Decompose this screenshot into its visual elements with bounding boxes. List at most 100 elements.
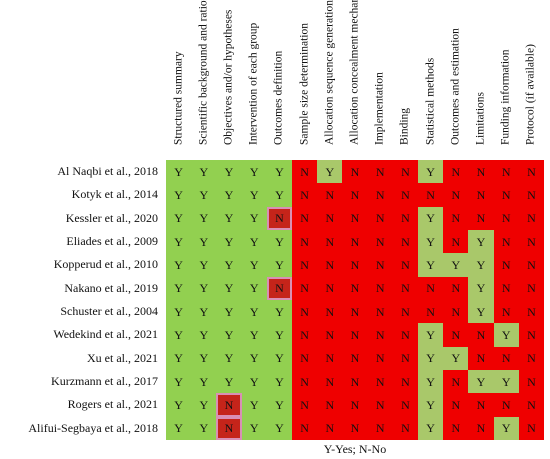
row-label: Kotyk et al., 2014 — [71, 187, 158, 202]
grid-cell: N — [418, 276, 444, 300]
grid-cell: N — [443, 230, 469, 254]
grid-cell: Y — [216, 160, 242, 184]
grid-cell: Y — [266, 370, 292, 394]
grid-cell: Y — [216, 323, 242, 347]
grid-cell: N — [342, 416, 368, 440]
row-label: Xu et al., 2021 — [87, 350, 158, 365]
column-header-label: Scientific background and rationale — [197, 0, 210, 145]
grid-cell: Y — [166, 346, 192, 370]
grid-cell: Y — [191, 206, 217, 230]
grid-cell: Y — [266, 183, 292, 207]
column-header-label: Allocation sequence generation — [323, 0, 336, 145]
grid-cell: N — [443, 300, 469, 324]
grid-cell: N — [292, 346, 318, 370]
grid-cell: N — [443, 370, 469, 394]
grid-cell: N — [342, 183, 368, 207]
grid-cell: N — [292, 276, 318, 300]
grid-cell: N — [443, 323, 469, 347]
grid-cell: Y — [216, 183, 242, 207]
grid-cell: N — [367, 253, 393, 277]
grid-cell: N — [518, 370, 544, 394]
grid-cell: Y — [216, 253, 242, 277]
grid-cell: N — [292, 393, 318, 417]
grid-cell: N — [266, 206, 292, 230]
grid-cell: N — [292, 300, 318, 324]
column-header-label: Outcomes and estimation — [449, 27, 462, 145]
column-header: Scientific background and rationale — [191, 0, 216, 160]
grid-cell: Y — [468, 230, 494, 254]
grid-cell: Y — [191, 323, 217, 347]
row-label: Schuster et al., 2004 — [60, 304, 158, 319]
grid-cell: N — [443, 393, 469, 417]
grid-cell: N — [392, 416, 418, 440]
grid-cell: N — [443, 276, 469, 300]
grid-cell: Y — [266, 323, 292, 347]
column-header-label: Allocation concealment mechanism — [348, 0, 361, 145]
grid-cell: Y — [241, 300, 267, 324]
grid-cell: Y — [266, 230, 292, 254]
grid-cell: Y — [418, 393, 444, 417]
grid-cell: Y — [468, 253, 494, 277]
grid-cell: Y — [166, 183, 192, 207]
grid-cell: Y — [166, 300, 192, 324]
grid-cell: Y — [266, 253, 292, 277]
grid-cell: N — [518, 416, 544, 440]
grid-cell: N — [317, 230, 343, 254]
grid-cell: Y — [191, 300, 217, 324]
grid-cell: N — [292, 183, 318, 207]
grid-cell: N — [367, 230, 393, 254]
grid-cell: N — [443, 160, 469, 184]
grid-cell: Y — [191, 370, 217, 394]
grid-cell: N — [367, 160, 393, 184]
grid-cell: N — [518, 206, 544, 230]
grid-cell: N — [493, 206, 519, 230]
grid-cell: Y — [418, 346, 444, 370]
grid-cell: N — [468, 346, 494, 370]
grid-cell: Y — [216, 276, 242, 300]
grid-cell: N — [392, 300, 418, 324]
grid-cell: N — [418, 300, 444, 324]
column-header: Sample size determination — [292, 0, 317, 160]
grid-cell: N — [317, 300, 343, 324]
grid-cell: Y — [418, 206, 444, 230]
grid-cell: Y — [216, 370, 242, 394]
grid-cell: N — [367, 183, 393, 207]
grid-cell: N — [367, 416, 393, 440]
grid-cell: Y — [241, 323, 267, 347]
row-labels: Al Naqbi et al., 2018 Kotyk et al., 2014 K… — [0, 160, 164, 440]
grid-cell: N — [493, 230, 519, 254]
grid-cell: N — [367, 300, 393, 324]
column-header-label: Outcomes definition — [272, 50, 285, 145]
grid-cell: Y — [166, 206, 192, 230]
grid-cell: Y — [317, 160, 343, 184]
grid-cell: Y — [418, 253, 444, 277]
grid-cell: N — [342, 206, 368, 230]
grid-cell: N — [468, 393, 494, 417]
grid-cell: N — [493, 183, 519, 207]
grid-cell: Y — [241, 253, 267, 277]
grid-cell: Y — [266, 300, 292, 324]
grid-cell: N — [317, 370, 343, 394]
grid-cell: Y — [418, 416, 444, 440]
grid-cell: Y — [418, 370, 444, 394]
grid-cell: N — [392, 183, 418, 207]
grid-cell: N — [292, 370, 318, 394]
grid-cell: Y — [166, 370, 192, 394]
grid-cell: N — [292, 160, 318, 184]
grid-cell: Y — [266, 346, 292, 370]
grid-cell: N — [518, 230, 544, 254]
grid-cell: N — [367, 323, 393, 347]
grid-cell: N — [342, 160, 368, 184]
grid-cell: N — [392, 206, 418, 230]
column-header: Implementation — [368, 0, 393, 160]
grid-cell: N — [392, 160, 418, 184]
grid-cell: N — [342, 370, 368, 394]
grid-cell: N — [317, 346, 343, 370]
row-label: Nakano et al., 2019 — [64, 280, 158, 295]
grid-cell: N — [443, 206, 469, 230]
grid-cell: Y — [191, 183, 217, 207]
row-label: Rogers et al., 2021 — [67, 397, 158, 412]
grid-cell: N — [317, 183, 343, 207]
column-header: Allocation concealment mechanism — [342, 0, 367, 160]
grid-cell: Y — [166, 160, 192, 184]
